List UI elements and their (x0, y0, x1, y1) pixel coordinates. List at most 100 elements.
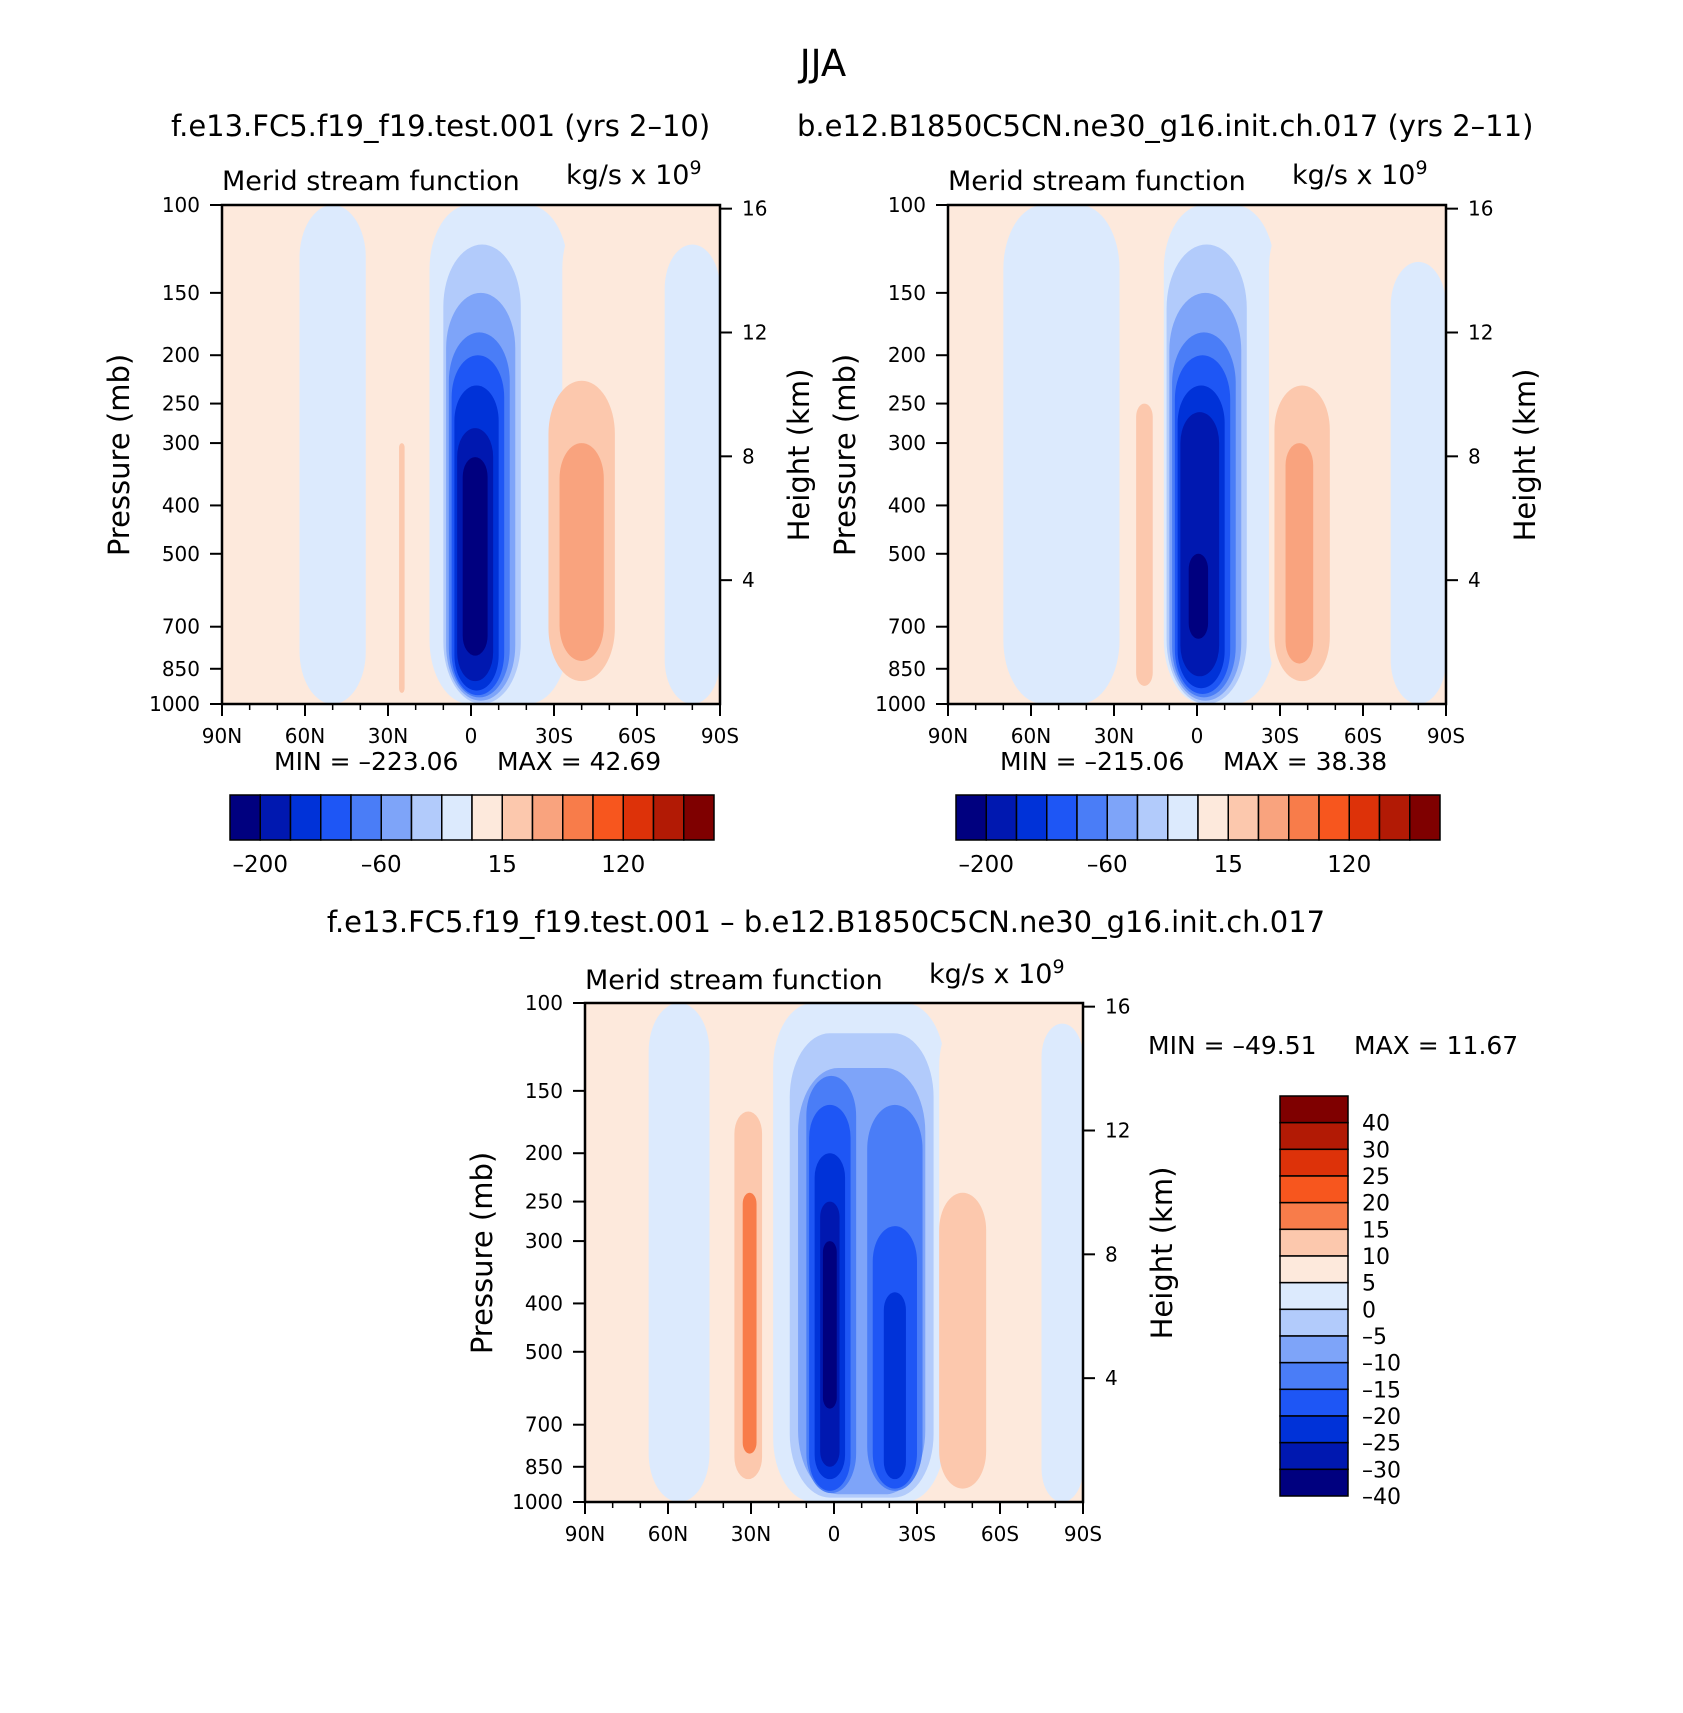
panel-test-ytick-label-1: 150 (888, 281, 926, 305)
panel-test-colorbar-swatch-15 (1409, 794, 1441, 841)
panel-test-ytick-label-6: 500 (888, 542, 926, 566)
panel-control-colorbar-swatch-0 (229, 794, 261, 841)
panel-difference-colorbar-swatch-4 (1279, 1201, 1349, 1231)
panel-difference-contour-18 (822, 1241, 837, 1409)
panel-control-ytick-label-9: 1000 (149, 692, 200, 716)
figure-title: JJA (798, 42, 847, 85)
panel-control-colorbar-swatch-15 (683, 794, 715, 841)
panel-difference-colorbar-label-12: –25 (1362, 1432, 1401, 1457)
panel-test-colorbar-swatch-2 (1015, 794, 1048, 841)
panel-test-contours (948, 205, 1446, 704)
panel-control-colorbar-swatch-6 (410, 794, 443, 841)
header-right: b.e12.B1850C5CN.ne30_g16.init.ch.017 (yr… (797, 109, 1533, 143)
panel-test-min-label: MIN = –215.06 (1000, 747, 1184, 776)
panel-difference-colorbar-label-0: 40 (1362, 1112, 1390, 1137)
panel-difference-y2tick-label-1: 8 (1105, 1242, 1118, 1266)
panel-control-colorbar-swatch-12 (592, 794, 624, 841)
panel-control-colorbar-label-3: 120 (601, 852, 645, 878)
panel-control-contour-6 (664, 244, 720, 704)
panel-test-ylabel: Pressure (mb) (828, 354, 862, 556)
panel-difference-ytick-label-4: 300 (525, 1229, 563, 1253)
panel-test-contour-1 (1003, 205, 1120, 704)
panel-control-xtick-label-3: 0 (465, 724, 478, 748)
panel-test-colorbar-swatch-5 (1106, 794, 1139, 841)
panel-difference-colorbar-label-8: –5 (1362, 1325, 1387, 1350)
panel-test-colorbar-label-0: –200 (959, 852, 1014, 878)
panel-control-units: kg/s x 109 (566, 157, 702, 191)
panel-difference: Merid stream function kg/s x 109 Pressur… (465, 956, 1518, 1546)
panel-control-ytick-label-5: 400 (162, 493, 200, 517)
panel-control: Merid stream function kg/s x 109 Pressur… (102, 157, 816, 878)
panel-test-contour-0 (948, 205, 1004, 704)
panel-test-ytick-label-9: 1000 (875, 692, 926, 716)
panel-control-colorbar-swatch-9 (501, 794, 534, 841)
panel-test-colorbar-swatch-13 (1348, 794, 1381, 841)
panel-difference-colorbar-label-10: –15 (1362, 1378, 1401, 1403)
panel-control-colorbar-swatch-3 (320, 794, 352, 841)
panel-control-colorbar: –200 –60 15 120 (229, 794, 715, 878)
panel-control-contour-15 (462, 457, 488, 656)
panel-control-xtick-label-4: 30S (535, 724, 573, 748)
panel-control-y2tick-label-0: 4 (742, 568, 755, 592)
panel-control-ytick-label-8: 850 (162, 657, 200, 681)
panel-difference-colorbar-swatch-13 (1279, 1441, 1349, 1471)
panel-control-colorbar-swatch-5 (380, 794, 413, 841)
panel-control-contour-0 (222, 205, 300, 704)
panel-test-colorbar-swatch-4 (1076, 794, 1108, 841)
diff-title: f.e13.FC5.f19_f19.test.001 – b.e12.B1850… (327, 905, 1325, 939)
panel-difference-xtick-label-2: 30N (731, 1522, 771, 1546)
panel-difference-colorbar-swatch-14 (1279, 1468, 1349, 1497)
panel-difference-colorbar-label-14: –40 (1362, 1485, 1401, 1510)
panel-control-colorbar-swatch-4 (350, 794, 382, 841)
panel-control-ytick-label-0: 100 (162, 193, 200, 217)
panel-difference-ytick-label-7: 700 (525, 1413, 563, 1437)
panel-test-ytick-label-2: 200 (888, 343, 926, 367)
panel-difference-colorbar-swatch-7 (1279, 1281, 1349, 1311)
panel-control-xtick-label-0: 90N (202, 724, 242, 748)
panel-difference-contour-0 (585, 1003, 649, 1502)
panel-control-max-label: MAX = 42.69 (497, 747, 661, 776)
panel-difference-colorbar-swatch-0 (1279, 1095, 1349, 1124)
panel-control-colorbar-label-1: –60 (361, 852, 402, 878)
panel-difference-contour-8 (939, 1192, 987, 1489)
panel-control-colorbar-swatch-8 (471, 794, 503, 841)
panel-difference-colorbar-label-3: 20 (1362, 1192, 1390, 1217)
panel-test-units-prefix: kg/s x 10 (1292, 160, 1415, 191)
panel-control-contour-3 (399, 443, 405, 693)
panel-difference-ytick-label-2: 200 (525, 1141, 563, 1165)
panel-difference-contour-16 (883, 1292, 906, 1480)
panel-test-colorbar-swatch-11 (1288, 794, 1320, 841)
panel-test-xtick-label-6: 90S (1427, 724, 1465, 748)
panel-test-units-exp: 9 (1415, 157, 1427, 179)
panel-difference-colorbar-swatch-12 (1279, 1415, 1349, 1444)
panel-test-contour-6 (1390, 261, 1446, 704)
panel-difference-min-label: MIN = –49.51 (1148, 1031, 1317, 1060)
panel-test-max-label: MAX = 38.38 (1223, 747, 1387, 776)
panel-control-contour-1 (299, 205, 366, 704)
panel-difference-colorbar-label-2: 25 (1362, 1165, 1390, 1190)
panel-control-units-prefix: kg/s x 10 (566, 160, 689, 191)
panel-test-colorbar-swatch-1 (985, 794, 1018, 841)
panel-difference-colorbar-swatch-2 (1279, 1148, 1349, 1177)
panel-test-colorbar-swatch-9 (1227, 794, 1260, 841)
panel-control-colorbar-label-0: –200 (233, 852, 288, 878)
panel-test-xtick-label-0: 90N (928, 724, 968, 748)
panel-difference-xtick-label-4: 30S (898, 1522, 936, 1546)
panel-control-subtitle: Merid stream function (222, 166, 520, 197)
panel-test-colorbar-swatch-3 (1046, 794, 1078, 841)
panel-control-colorbar-swatch-10 (531, 794, 564, 841)
panel-difference-ytick-label-1: 150 (525, 1079, 563, 1103)
panel-difference-colorbar-label-6: 5 (1362, 1272, 1376, 1297)
panel-test-colorbar-swatch-7 (1167, 794, 1199, 841)
panel-test: Merid stream function kg/s x 109 Pressur… (828, 157, 1542, 878)
panel-control-colorbar-swatch-14 (652, 794, 685, 841)
panel-difference-colorbar-label-7: 0 (1362, 1298, 1376, 1323)
panel-difference-y2tick-label-3: 16 (1105, 995, 1130, 1019)
panel-control-ytick-label-7: 700 (162, 615, 200, 639)
panel-test-ytick-label-0: 100 (888, 193, 926, 217)
panel-difference-colorbar-swatch-6 (1279, 1255, 1349, 1284)
panel-test-y2tick-label-0: 4 (1468, 568, 1481, 592)
panel-difference-y2tick-label-0: 4 (1105, 1366, 1118, 1390)
